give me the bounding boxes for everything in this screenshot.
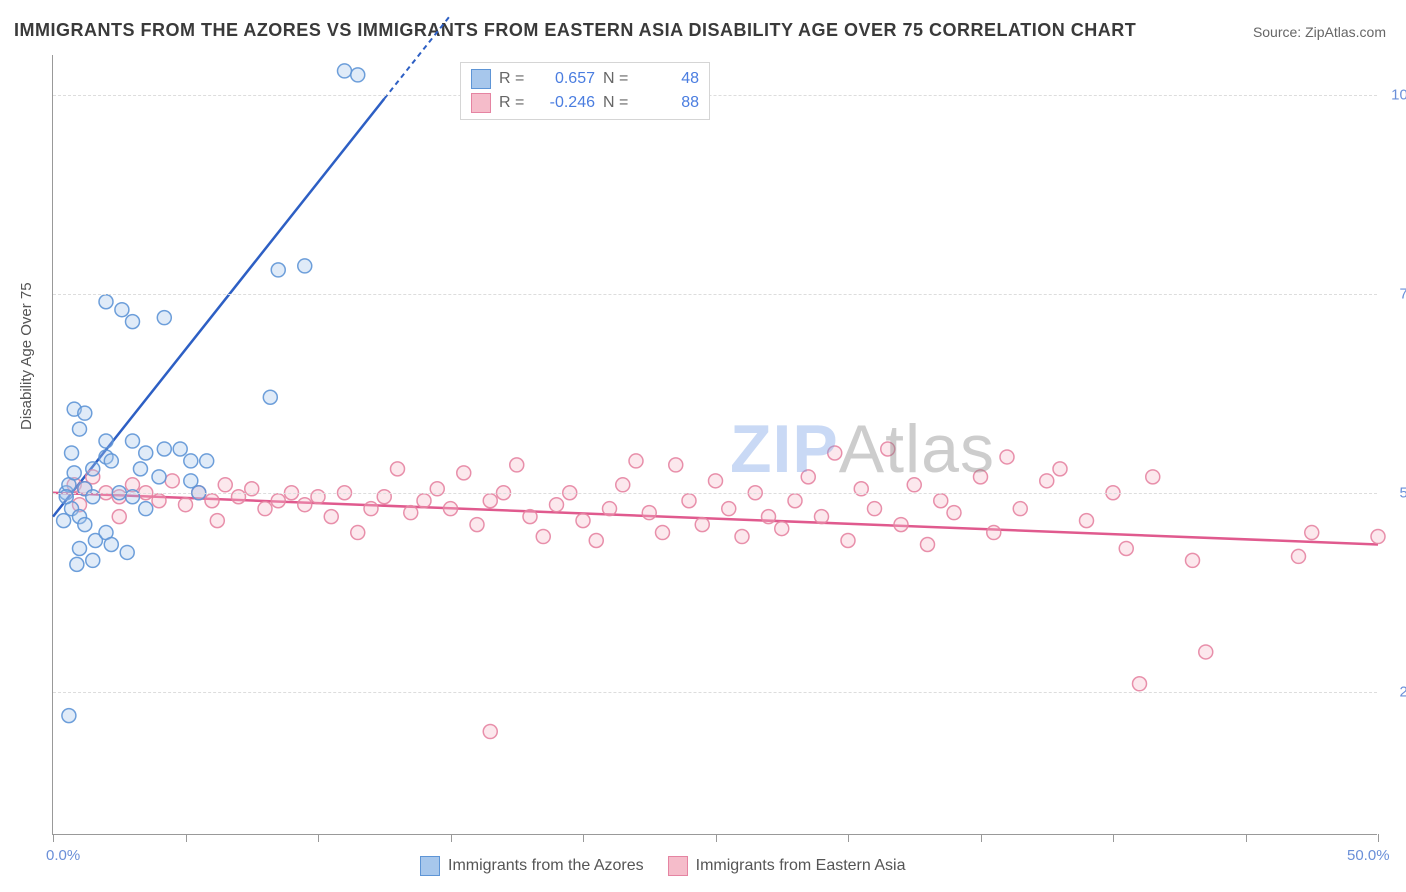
x-tick-label: 50.0% [1347,847,1390,864]
y-tick-label: 100.0% [1391,86,1406,103]
r-label: R = [499,94,529,112]
correlation-legend: R = 0.657 N = 48 R = -0.246 N = 88 [460,62,710,120]
x-tick-label: 0.0% [46,847,80,864]
legend-item-b: Immigrants from Eastern Asia [668,856,906,876]
r-label: R = [499,70,529,88]
y-axis-title: Disability Age Over 75 [18,282,35,430]
series-legend: Immigrants from the Azores Immigrants fr… [420,856,905,876]
legend-label-b: Immigrants from Eastern Asia [696,857,906,875]
legend-swatch-a [471,69,491,89]
legend-swatch-a2 [420,856,440,876]
legend-item-a: Immigrants from the Azores [420,856,644,876]
n-value-b: 88 [641,94,699,112]
chart-title: IMMIGRANTS FROM THE AZORES VS IMMIGRANTS… [14,20,1136,41]
y-tick-label: 75.0% [1399,285,1406,302]
source-label: Source: ZipAtlas.com [1253,24,1386,40]
n-value-a: 48 [641,70,699,88]
plot-area: 25.0%50.0%75.0%100.0% [52,55,1377,835]
y-tick-label: 25.0% [1399,683,1406,700]
legend-row-a: R = 0.657 N = 48 [471,67,699,91]
n-label: N = [603,70,633,88]
r-value-a: 0.657 [537,70,595,88]
legend-swatch-b [471,93,491,113]
legend-label-a: Immigrants from the Azores [448,857,644,875]
r-value-b: -0.246 [537,94,595,112]
legend-row-b: R = -0.246 N = 88 [471,91,699,115]
plot-svg [53,55,1378,835]
legend-swatch-b2 [668,856,688,876]
y-tick-label: 50.0% [1399,484,1406,501]
n-label: N = [603,94,633,112]
chart-container: IMMIGRANTS FROM THE AZORES VS IMMIGRANTS… [0,0,1406,892]
